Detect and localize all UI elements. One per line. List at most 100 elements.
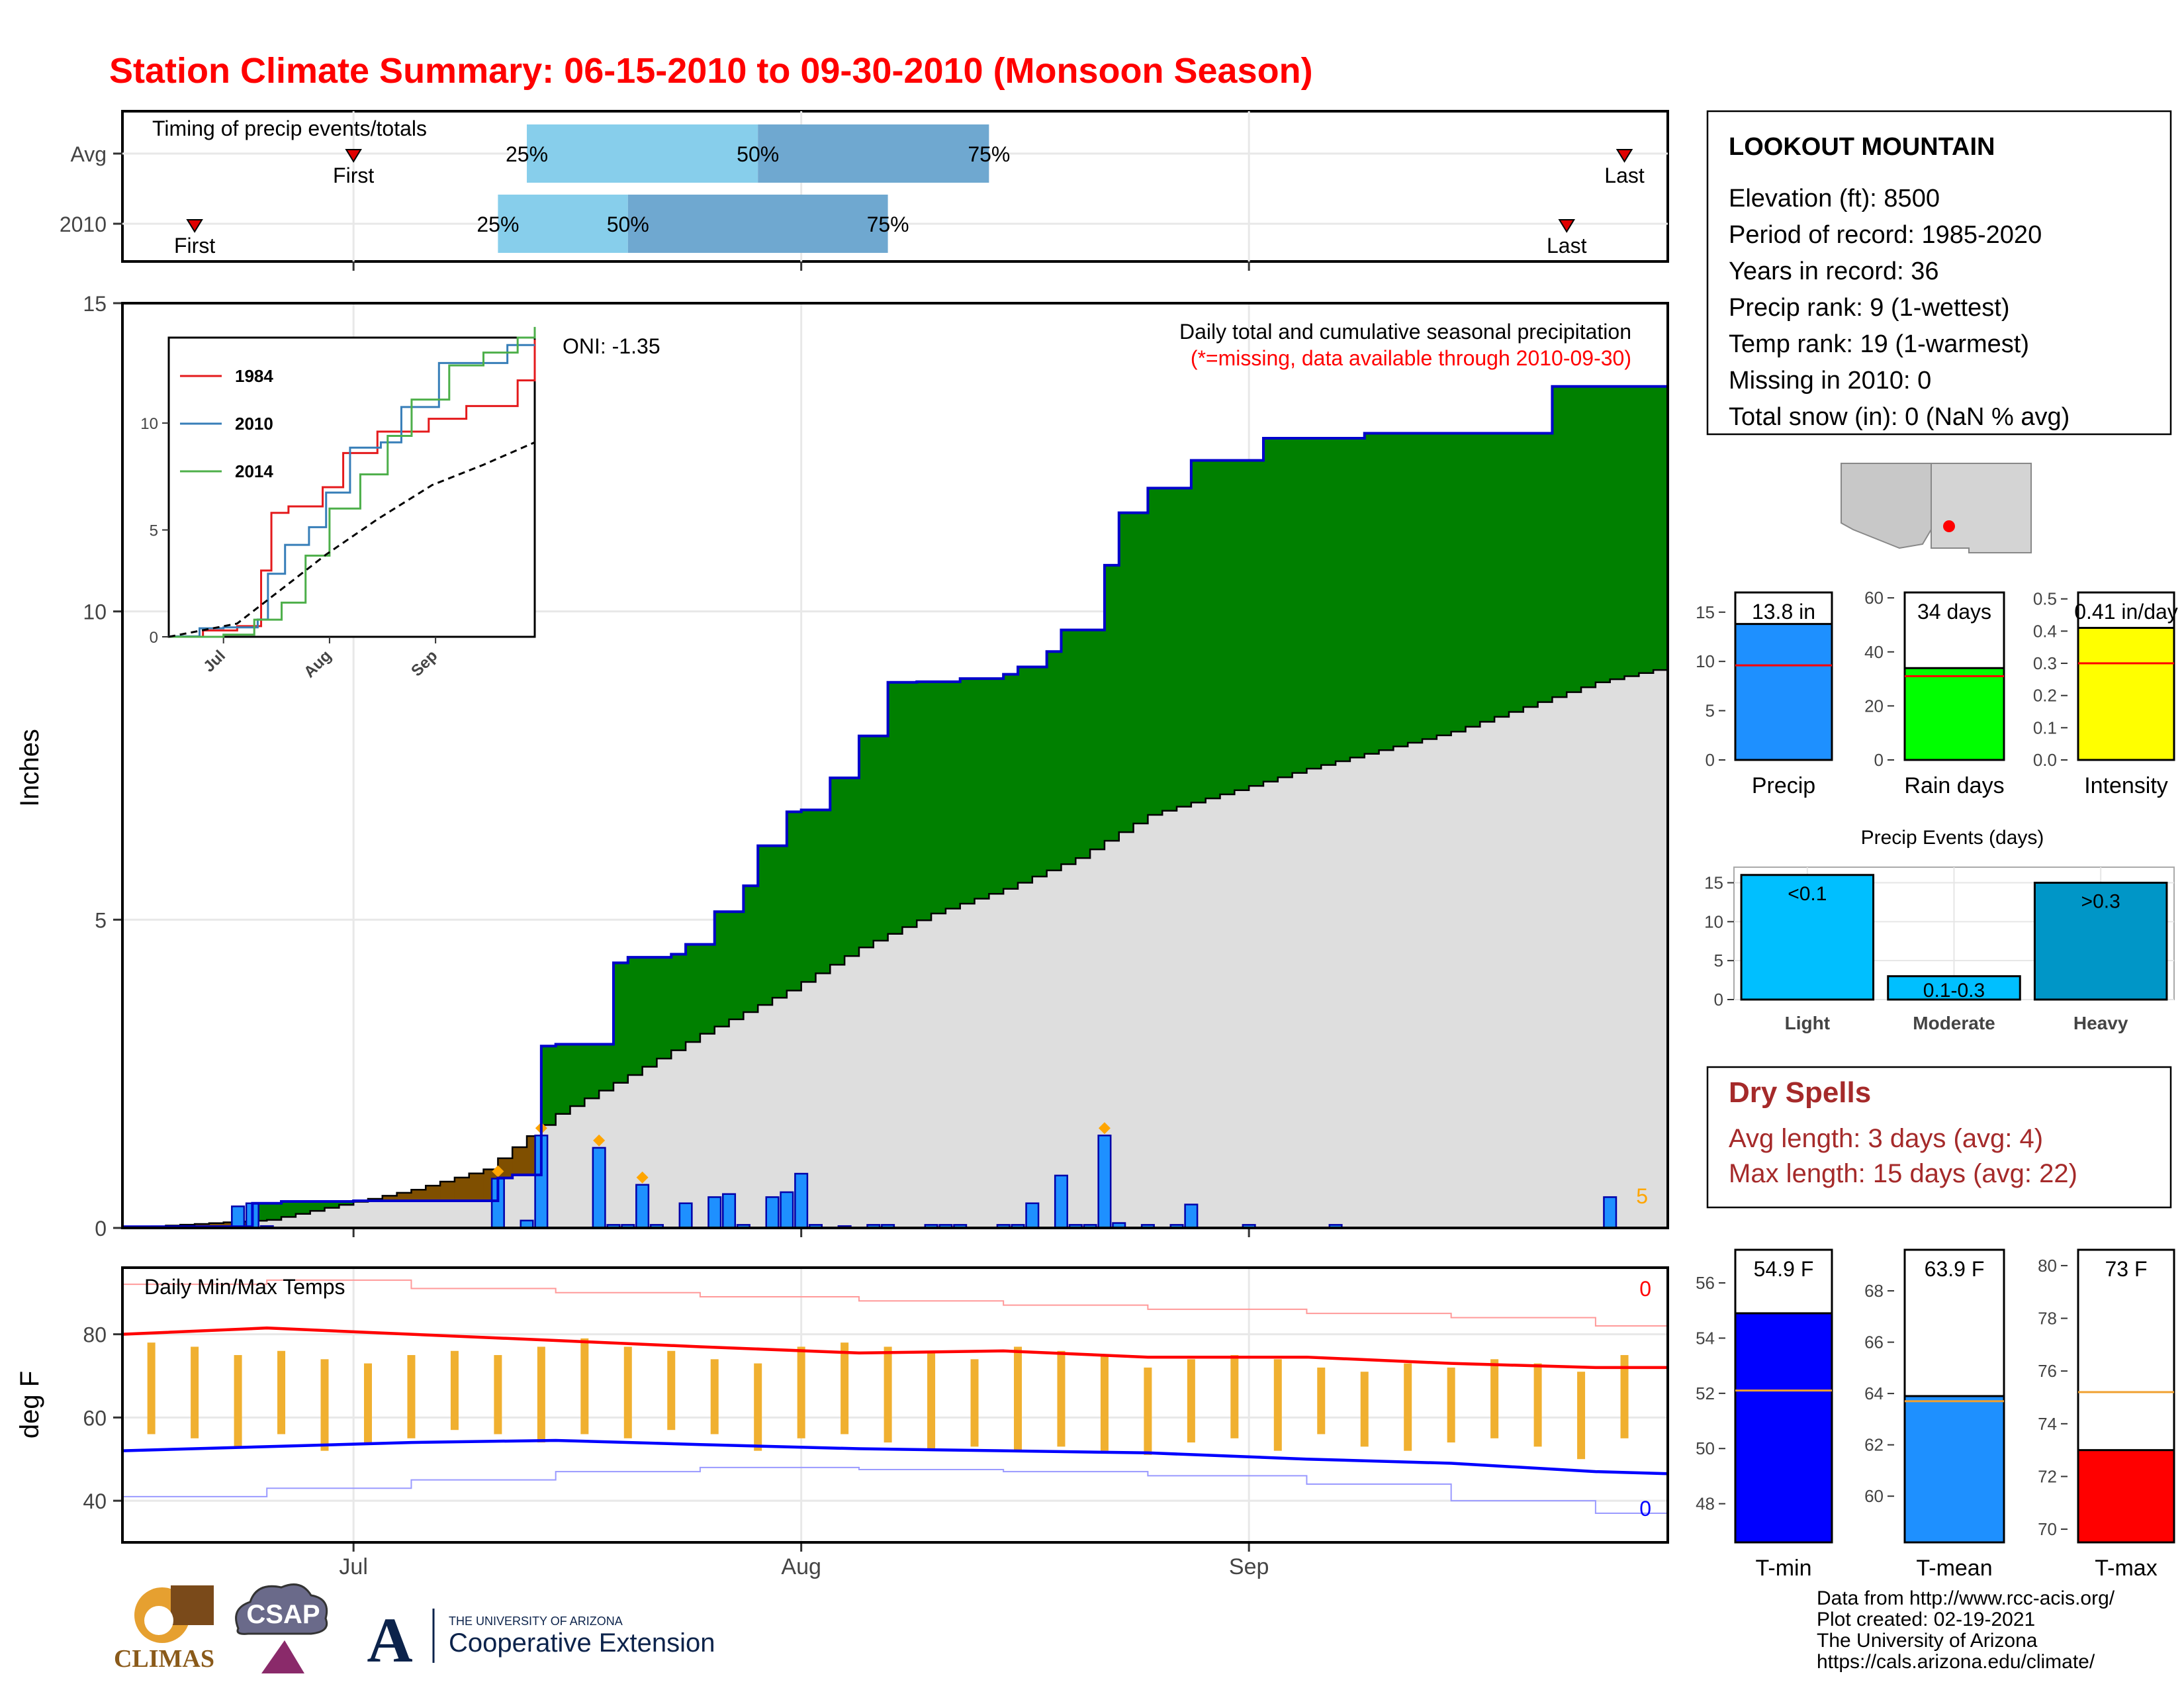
precip-deficit-area [396, 1192, 412, 1201]
mini-bar-value [1734, 623, 1833, 761]
mini-y-tick-label: 0.1 [2033, 718, 2057, 737]
mini-y-tick-label: 74 [2038, 1414, 2057, 1434]
locator-state-new-mexico [1931, 463, 2032, 553]
precip-note-title: Daily total and cumulative seasonal prec… [1179, 320, 1631, 344]
precip-surplus-area [917, 681, 932, 921]
mini-y-tick-label: 54 [1696, 1328, 1715, 1348]
precip-daily-bar [1184, 1203, 1199, 1229]
station-info-line: Years in record: 36 [1729, 258, 1939, 285]
station-info-line: Missing in 2010: 0 [1729, 367, 1931, 395]
mini-y-tick-label: 64 [1864, 1383, 1884, 1403]
events-bar [2033, 882, 2168, 1001]
precip-surplus-area [1032, 667, 1048, 877]
precip-y-tick-label: 0 [95, 1217, 107, 1241]
precip-surplus-area [1494, 433, 1510, 717]
temp-daily-range-bar [1404, 1363, 1412, 1451]
precip-daily-bar [780, 1191, 794, 1229]
climas-logo: CLIMAS [114, 1585, 214, 1673]
mini-y-tick-label: 52 [1696, 1383, 1715, 1403]
precip-surplus-area [1624, 386, 1639, 677]
mini-y-tick-label: 60 [1864, 1486, 1884, 1506]
station-info-line: Precip rank: 9 (1-wettest) [1729, 294, 2009, 322]
precip-daily-bar [592, 1147, 606, 1229]
events-bar-label: <0.1 [1788, 883, 1827, 905]
precip-surplus-area [974, 679, 989, 899]
temp-daily-range-bar [407, 1355, 416, 1438]
precip-surplus-area [295, 1201, 311, 1214]
inset-series-line [169, 326, 536, 638]
precip-y-tick-label: 15 [83, 292, 107, 316]
temp-y-axis-title: deg F [15, 1371, 44, 1438]
timing-percent-label: 25% [506, 142, 548, 166]
station-info-line: Elevation (ft): 8500 [1729, 185, 1940, 212]
precip-oni-label: ONI: -1.35 [563, 334, 660, 358]
mini-bar-category: T-max [2095, 1556, 2157, 1581]
precip-surplus-area [324, 1201, 340, 1208]
precip-surplus-area [902, 682, 917, 927]
temp-daily-range-bar [1490, 1359, 1499, 1438]
mini-bar-value-label: 13.8 in [1752, 600, 1815, 624]
precip-daily-bar [1054, 1174, 1068, 1229]
precip-surplus-area [1465, 433, 1480, 727]
precip-surplus-area [599, 1044, 614, 1091]
timing-percent-label: 75% [968, 142, 1010, 166]
precip-deficit-area [454, 1177, 470, 1201]
precip-surplus-area [613, 962, 629, 1083]
mini-y-tick-label: 10 [1696, 651, 1715, 671]
temp-record-max-line [122, 1279, 1668, 1327]
precip-note-missing: (*=missing, data available through 2010-… [1191, 346, 1631, 370]
precip-surplus-area [1177, 488, 1192, 807]
temp-daily-range-bar [1533, 1363, 1542, 1447]
timing-row-label: Avg [70, 142, 107, 166]
inset-average-line [168, 441, 535, 638]
temp-y-tick-label: 40 [83, 1489, 107, 1513]
precip-surplus-area [1017, 667, 1033, 883]
precip-daily-bar [707, 1196, 722, 1229]
mini-y-tick-label: 0 [1706, 750, 1715, 770]
precip-surplus-area [310, 1201, 326, 1211]
mini-y-tick-label: 15 [1696, 602, 1715, 622]
mini-bar-category: Intensity [2084, 773, 2168, 798]
temp-daily-range-bar [580, 1338, 589, 1434]
precip-surplus-area [1523, 433, 1539, 708]
climas-logo-text: CLIMAS [114, 1645, 214, 1673]
precip-surplus-area [1148, 488, 1163, 816]
precip-daily-bar [722, 1193, 737, 1229]
temp-daily-range-bar [1577, 1372, 1586, 1460]
precip-surplus-area [339, 1201, 354, 1205]
precip-surplus-area [657, 957, 672, 1059]
mini-y-tick-label: 20 [1864, 696, 1884, 716]
precip-missing-marker [492, 1165, 504, 1178]
precip-surplus-area [1639, 386, 1654, 673]
temp-daily-range-bar [884, 1346, 892, 1443]
csap-logo: CSAP [235, 1583, 328, 1673]
precip-surplus-area [267, 1203, 282, 1220]
season-totals-bars: 0 5 10 15 13.8 in Precip 0 20 40 60 34 days Rain da… [1696, 588, 2178, 798]
precip-surplus-area [1567, 386, 1582, 692]
figure-layer: Station Climate Summary: 06-15-2010 to 0… [15, 51, 2178, 1675]
precip-surplus-area [931, 681, 946, 914]
precip-surplus-area [627, 957, 643, 1076]
mini-y-tick-label: 48 [1696, 1494, 1715, 1514]
precip-surplus-area [1292, 438, 1308, 773]
precip-missing-marker [593, 1134, 606, 1147]
temperature-panel: 40 60 80 Jul Aug Sep deg F Daily Min/Max Temps 0… [15, 1266, 1669, 1579]
precip-cumulative-line [122, 385, 1668, 1229]
mini-bar-value-label: 73 F [2105, 1257, 2147, 1281]
climas-inner-shape [144, 1606, 173, 1635]
timing-last-marker [1558, 219, 1576, 233]
timing-first-marker [345, 149, 362, 163]
precip-surplus-area [1090, 630, 1105, 850]
temp-daily-range-bar [1187, 1359, 1195, 1443]
precip-surplus-area [1393, 433, 1408, 747]
footer-credits: Data from http://www.rcc-acis.org/Plot c… [1817, 1587, 2115, 1673]
precip-surplus-area [1249, 460, 1264, 786]
mini-y-tick-label: 68 [1864, 1281, 1884, 1301]
temp-daily-range-bar [797, 1346, 805, 1438]
precip-surplus-area [1234, 460, 1250, 790]
precip-panel-frame [121, 302, 1669, 1229]
precip-deficit-area [208, 1223, 224, 1227]
precip-daily-bar [794, 1172, 809, 1229]
dry-spells-max: Max length: 15 days (avg: 22) [1729, 1159, 2077, 1188]
